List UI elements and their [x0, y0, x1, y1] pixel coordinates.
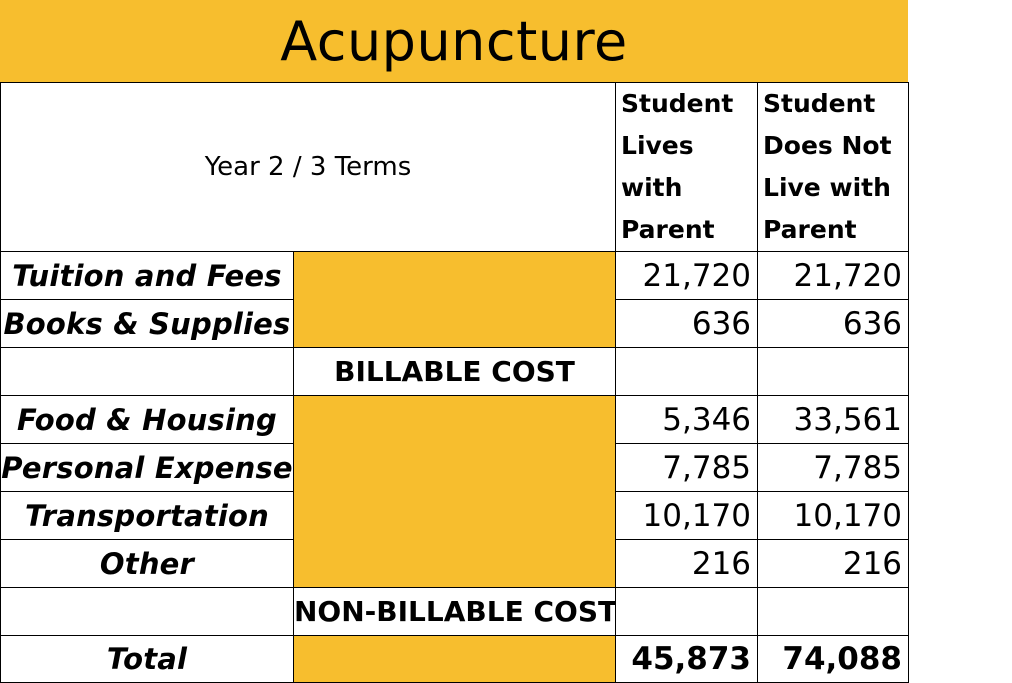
row-label: Transportation [0, 491, 294, 540]
column-header-line: Parent [763, 215, 857, 244]
value-does-not-live-with-parent: 7,785 [757, 443, 910, 492]
table-row-other: Other 216 216 [0, 539, 910, 588]
total-highlight-cell [292, 635, 617, 683]
empty-cell [0, 347, 294, 396]
column-header-line: Parent [621, 215, 715, 244]
row-label: Books & Supplies [0, 299, 294, 348]
value-lives-with-parent: 21,720 [615, 251, 759, 300]
value-does-not-live-with-parent: 10,170 [757, 491, 910, 540]
table-row-tuition: Tuition and Fees 21,720 21,720 [0, 251, 910, 348]
column-header-line: Live with [763, 173, 891, 202]
value-lives-with-parent: 216 [615, 539, 759, 588]
empty-cell [615, 587, 759, 636]
empty-cell [757, 587, 910, 636]
nonbillable-cost-label: NON-BILLABLE COST [292, 587, 617, 636]
empty-cell [757, 347, 910, 396]
table-row-transportation: Transportation 10,170 10,170 [0, 491, 910, 540]
total-does-not-live-with-parent: 74,088 [757, 635, 910, 683]
column-header-line: Student [621, 89, 734, 118]
value-does-not-live-with-parent: 33,561 [757, 395, 910, 444]
column-header-does-not-live-with-parent: Student Does Not Live with Parent [757, 82, 910, 252]
value-does-not-live-with-parent: 636 [757, 299, 910, 348]
row-label: Total [0, 635, 294, 683]
period-label: Year 2 / 3 Terms [0, 82, 617, 252]
column-header-line: Does Not [763, 131, 892, 160]
column-header-line: Lives with [621, 131, 694, 202]
row-label: Other [0, 539, 294, 588]
table-row-total: Total 45,873 74,088 [0, 635, 910, 683]
table-row-nonbillable-subtotal: NON-BILLABLE COST [0, 587, 910, 636]
value-lives-with-parent: 7,785 [615, 443, 759, 492]
nonbillable-highlight-cell [292, 395, 617, 588]
row-label: Tuition and Fees [0, 251, 294, 300]
cost-table: Year 2 / 3 Terms Student Lives with Pare… [0, 82, 910, 683]
total-lives-with-parent: 45,873 [615, 635, 759, 683]
empty-cell [615, 347, 759, 396]
value-lives-with-parent: 636 [615, 299, 759, 348]
header-row: Year 2 / 3 Terms Student Lives with Pare… [0, 82, 910, 252]
table-row-billable-subtotal: BILLABLE COST [0, 347, 910, 396]
value-does-not-live-with-parent: 216 [757, 539, 910, 588]
column-header-lives-with-parent: Student Lives with Parent [615, 82, 759, 252]
value-lives-with-parent: 5,346 [615, 395, 759, 444]
sheet-title: Acupuncture [0, 0, 908, 82]
value-lives-with-parent: 10,170 [615, 491, 759, 540]
table-row-food: Food & Housing 5,346 33,561 [0, 395, 910, 588]
column-header-line: Student [763, 89, 876, 118]
billable-cost-label: BILLABLE COST [292, 347, 617, 396]
row-label: Personal Expense [0, 443, 294, 492]
billable-highlight-cell [292, 251, 617, 348]
value-does-not-live-with-parent: 21,720 [757, 251, 910, 300]
row-label: Food & Housing [0, 395, 294, 444]
empty-cell [0, 587, 294, 636]
